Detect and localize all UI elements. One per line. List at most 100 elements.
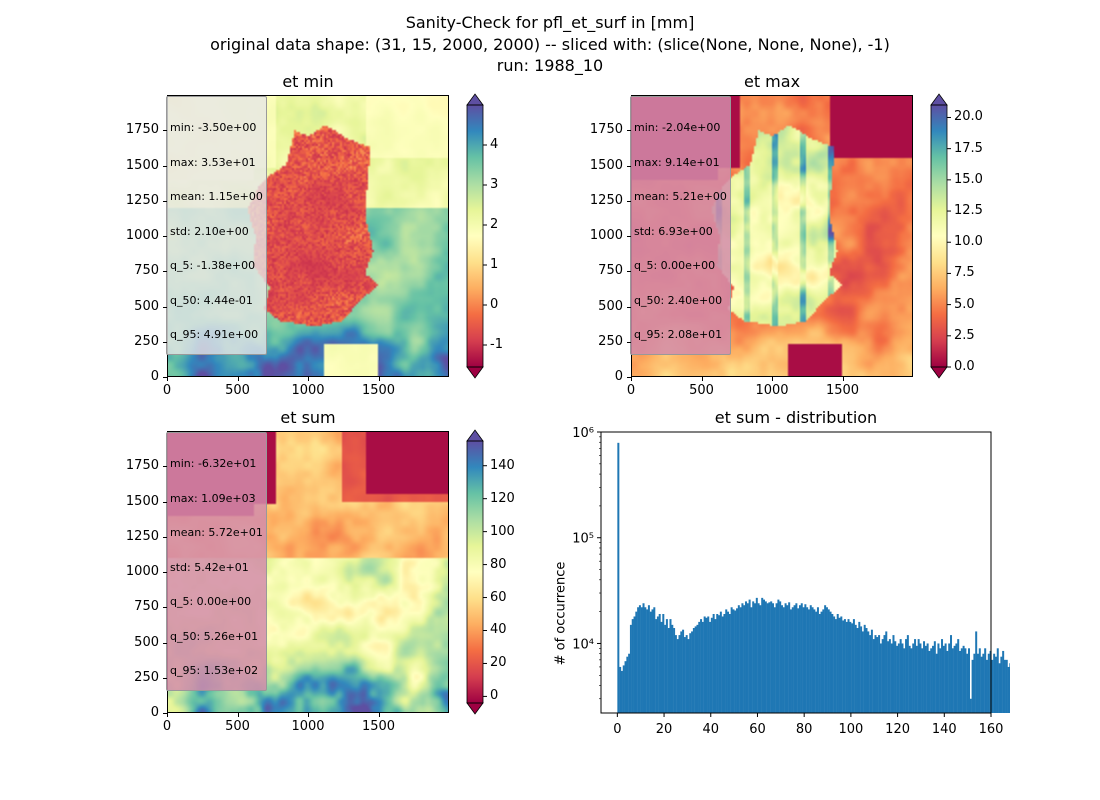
histogram-bar [878, 635, 881, 713]
histogram-bar [633, 616, 636, 713]
histogram-bar [798, 605, 801, 713]
histogram-bar [967, 648, 970, 713]
colorbar-tick-label: 2 [490, 217, 499, 232]
y-tick-label: 250 [598, 333, 623, 349]
y-tick-label: 500 [598, 298, 623, 314]
stat-line: q_50: 4.44e-01 [170, 293, 253, 307]
histogram-bar [829, 611, 832, 713]
histogram-bar [628, 653, 631, 713]
histogram-bar [818, 613, 821, 713]
x-tick-mark [167, 377, 168, 381]
histogram-bar [689, 633, 692, 713]
histogram-bar [766, 603, 769, 713]
histogram-bar [941, 639, 944, 713]
histogram-bar [883, 635, 886, 713]
histogram-bar [971, 659, 974, 713]
histogram-bar [932, 645, 935, 713]
x-tick-label: 500 [225, 719, 250, 734]
histogram-bar [834, 619, 837, 713]
histogram-ylabel: # of occurrence [553, 561, 569, 666]
histogram-bar [919, 643, 922, 713]
histogram-bar [887, 641, 890, 713]
colorbar-tick-label: 2.5 [954, 327, 975, 343]
histogram-bar [620, 670, 623, 713]
colorbar-extend-min [466, 702, 484, 715]
x-tick-mark [378, 377, 380, 381]
histogram-bar [858, 621, 861, 713]
y-tick-mark [627, 341, 631, 343]
y-tick-mark [163, 236, 167, 237]
histogram-bar [998, 663, 1001, 713]
histogram-bar [809, 605, 812, 713]
stat-line: q_5: -1.38e+00 [170, 259, 256, 272]
stat-line: mean: 5.21e+00 [634, 190, 727, 203]
x-tick-mark [237, 377, 239, 381]
histogram-bar [655, 619, 658, 713]
colorbar-tick-label: 7.5 [954, 265, 975, 281]
y-tick-mark [163, 501, 167, 503]
histogram-y-tick-label: 10⁴ [572, 637, 594, 652]
y-tick-mark [163, 306, 167, 308]
y-tick-label: 500 [134, 634, 159, 650]
histogram-bar [815, 611, 818, 713]
y-tick-label: 0 [150, 369, 159, 384]
histogram-bar [743, 605, 746, 713]
histogram-bar [894, 641, 897, 713]
colorbar-tick-label: 40 [490, 622, 507, 638]
histogram-bar [861, 631, 864, 713]
histogram-bar [856, 628, 859, 713]
histogram-bar [723, 613, 726, 713]
histogram-bar [664, 624, 667, 713]
colorbar-tick-label: 3 [490, 177, 499, 192]
histogram-bar [874, 635, 877, 713]
y-tick-label: 1500 [589, 157, 623, 173]
x-tick-mark [237, 713, 239, 717]
histogram-bar [737, 605, 740, 713]
x-tick-label: 0 [626, 383, 636, 398]
histogram-bar [852, 619, 855, 713]
histogram-bar [870, 629, 873, 713]
histogram-bar [732, 609, 735, 713]
histogram-bar [777, 599, 780, 713]
histogram-bar [899, 639, 902, 713]
y-tick-label: 1500 [125, 157, 159, 173]
histogram-bar [888, 639, 891, 713]
x-tick-mark [701, 377, 703, 381]
stat-line: min: -6.32e+01 [170, 457, 257, 470]
x-tick-label: 1500 [361, 383, 396, 398]
y-tick-mark [163, 130, 167, 132]
histogram-bar [763, 599, 765, 713]
histogram-bar [671, 624, 674, 713]
histogram-bar [833, 616, 836, 713]
histogram-bar [908, 645, 911, 713]
histogram-bar [811, 607, 814, 713]
histogram-bar [714, 619, 717, 713]
colorbar-tick-label: 5.0 [954, 296, 975, 312]
y-tick-mark [163, 466, 167, 468]
y-tick-mark [627, 306, 631, 308]
colorbar-gradient [467, 441, 483, 703]
histogram-bar [691, 631, 694, 713]
histogram-bar [869, 635, 872, 713]
histogram-bar [638, 605, 641, 713]
y-tick-label: 250 [134, 333, 159, 349]
histogram-bar [718, 615, 721, 713]
y-tick-label: 1250 [125, 192, 159, 208]
histogram-bar [854, 624, 857, 713]
histogram-bar [980, 656, 983, 713]
colorbar-tick-label: 0 [490, 688, 499, 704]
histogram-bar [912, 643, 915, 713]
panel-title-et-sum: et sum [280, 408, 336, 427]
histogram-bar [976, 653, 979, 713]
histogram-bar [667, 628, 670, 713]
colorbar-tick-label: 120 [490, 490, 515, 506]
histogram-bar [719, 611, 722, 713]
histogram-bar [959, 650, 962, 713]
colorbar-gradient [467, 105, 483, 367]
histogram-bar [739, 607, 742, 713]
y-tick-mark [163, 536, 167, 538]
figure-title-line-1: Sanity-Check for pfl_et_surf in [mm] [405, 13, 695, 32]
histogram-bar [906, 635, 909, 713]
histogram-bar [885, 631, 888, 713]
histogram-bar [944, 643, 947, 713]
